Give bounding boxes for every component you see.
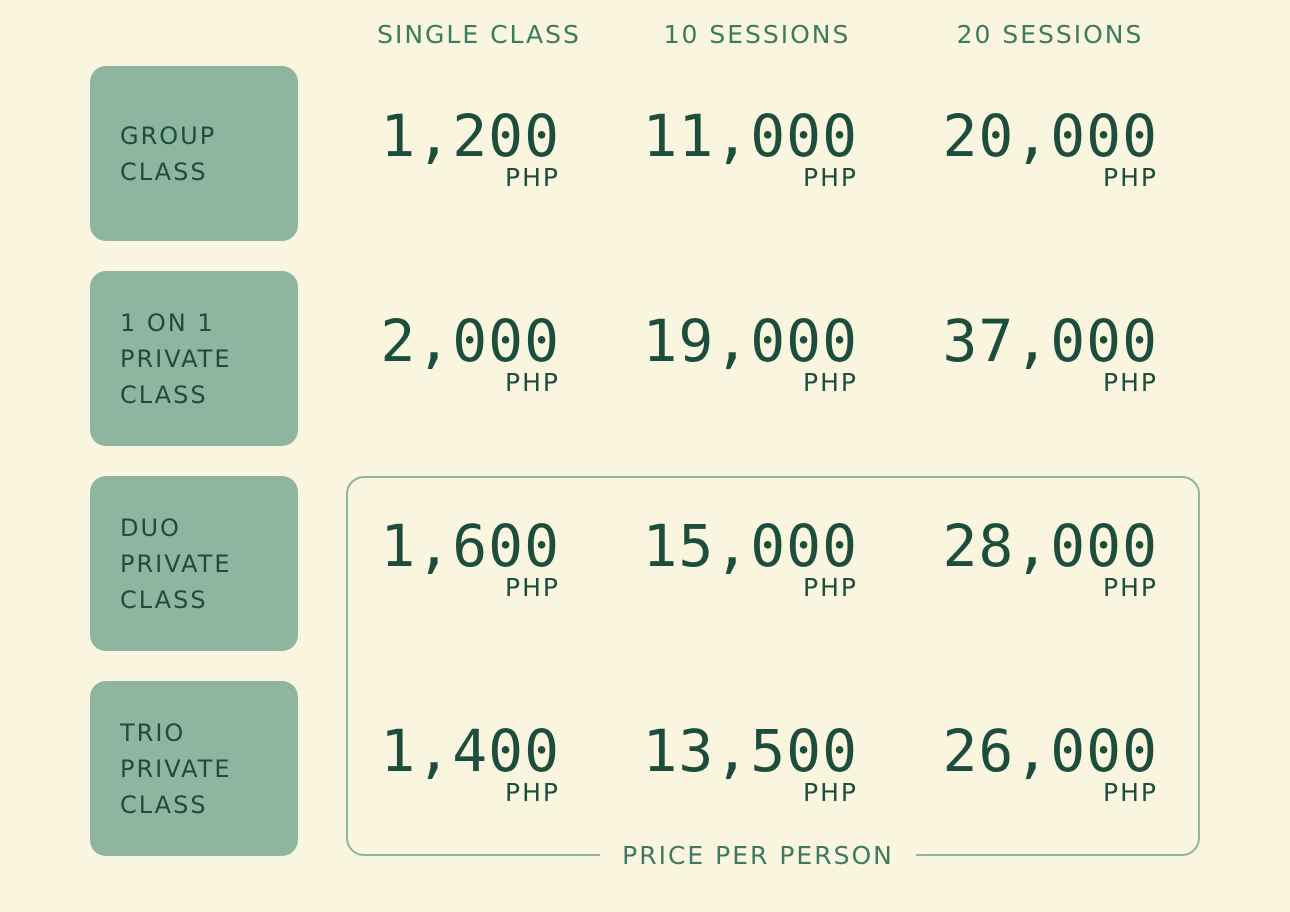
price-cell: 37,000 PHP (898, 311, 1158, 397)
row-label-line: DUO (120, 513, 181, 542)
currency-label: PHP (803, 368, 858, 397)
price-value: 2,000 (380, 307, 560, 375)
column-header: SINGLE CLASS (377, 20, 581, 49)
currency-label: PHP (803, 163, 858, 192)
currency-label: PHP (1103, 573, 1158, 602)
row-label-line: CLASS (120, 380, 208, 409)
row-label-box: TRIO PRIVATE CLASS (90, 681, 298, 856)
price-value: 1,200 (380, 102, 560, 170)
price-value: 1,600 (380, 512, 560, 580)
currency-label: PHP (803, 778, 858, 807)
price-value: 19,000 (642, 307, 858, 375)
currency-label: PHP (505, 778, 560, 807)
row-label-line: CLASS (120, 157, 208, 186)
price-cell: 11,000 PHP (598, 106, 858, 192)
row-label-line: 1 ON 1 (120, 308, 215, 337)
row-label-box: GROUP CLASS (90, 66, 298, 241)
price-cell: 1,600 PHP (300, 516, 560, 602)
row-label-line: PRIVATE (120, 549, 232, 578)
row-label-box: DUO PRIVATE CLASS (90, 476, 298, 651)
price-cell: 1,400 PHP (300, 721, 560, 807)
row-label-line: PRIVATE (120, 344, 232, 373)
row-label-box: 1 ON 1 PRIVATE CLASS (90, 271, 298, 446)
currency-label: PHP (1103, 163, 1158, 192)
currency-label: PHP (505, 368, 560, 397)
row-label-line: GROUP (120, 121, 217, 150)
price-cell: 26,000 PHP (898, 721, 1158, 807)
price-value: 15,000 (642, 512, 858, 580)
currency-label: PHP (803, 573, 858, 602)
per-person-label: PRICE PER PERSON (600, 842, 916, 870)
column-header: 10 SESSIONS (663, 20, 851, 49)
price-value: 1,400 (380, 717, 560, 785)
price-value: 37,000 (942, 307, 1158, 375)
price-value: 28,000 (942, 512, 1158, 580)
price-cell: 28,000 PHP (898, 516, 1158, 602)
price-value: 20,000 (942, 102, 1158, 170)
row-label-line: CLASS (120, 585, 208, 614)
price-value: 26,000 (942, 717, 1158, 785)
price-cell: 2,000 PHP (300, 311, 560, 397)
price-cell: 19,000 PHP (598, 311, 858, 397)
currency-label: PHP (505, 163, 560, 192)
currency-label: PHP (505, 573, 560, 602)
column-header: 20 SESSIONS (956, 20, 1144, 49)
price-value: 11,000 (642, 102, 858, 170)
row-label-line: PRIVATE (120, 754, 232, 783)
price-cell: 13,500 PHP (598, 721, 858, 807)
currency-label: PHP (1103, 778, 1158, 807)
row-label-line: CLASS (120, 790, 208, 819)
currency-label: PHP (1103, 368, 1158, 397)
price-value: 13,500 (642, 717, 858, 785)
price-cell: 1,200 PHP (300, 106, 560, 192)
row-label-line: TRIO (120, 718, 186, 747)
price-cell: 20,000 PHP (898, 106, 1158, 192)
price-cell: 15,000 PHP (598, 516, 858, 602)
